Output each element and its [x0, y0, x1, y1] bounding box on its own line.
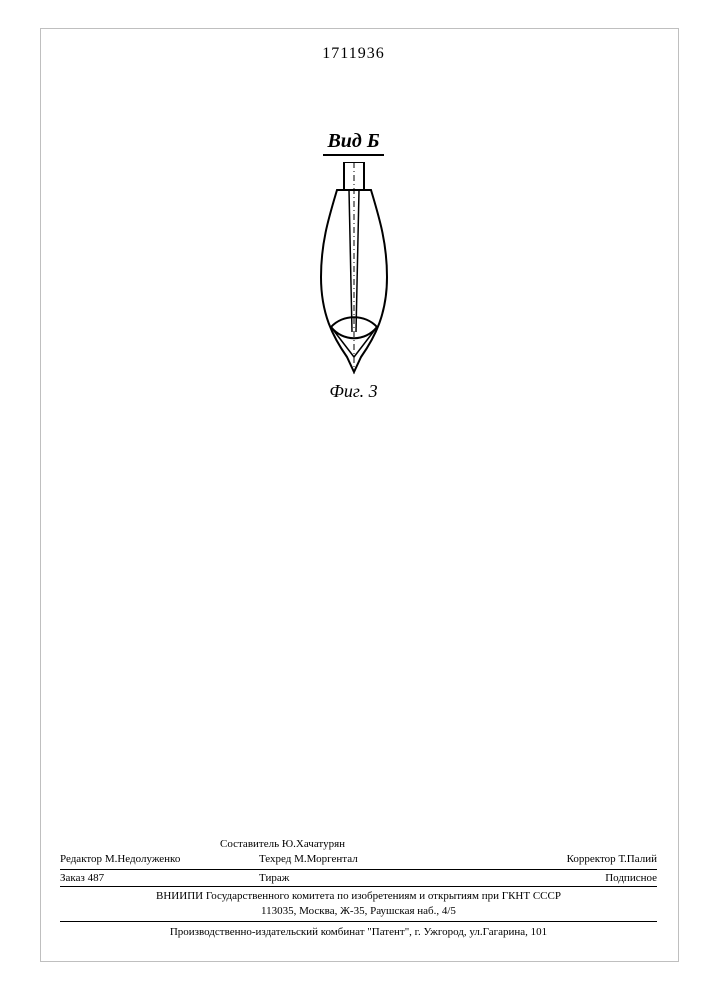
- editor-label: Редактор: [60, 853, 102, 865]
- corrector-label: Корректор: [567, 853, 616, 865]
- tirazh-label: Тираж: [259, 872, 289, 884]
- techred-label: Техред: [259, 853, 291, 865]
- editor-cell: Редактор М.Недолуженко: [60, 852, 259, 867]
- figure-caption: Фиг. 3: [0, 381, 707, 402]
- compiler-label: Составитель: [220, 838, 279, 850]
- techred-name: М.Моргентал: [294, 853, 358, 865]
- corrector-name: Т.Палий: [618, 853, 657, 865]
- patent-number: 1711936: [0, 45, 707, 63]
- inner-line-left: [349, 190, 352, 332]
- techred-cell: Техред М.Моргентал: [259, 852, 458, 867]
- subscription-cell: Подписное: [458, 871, 657, 886]
- corrector-cell: Корректор Т.Палий: [458, 852, 657, 867]
- tirazh-cell: Тираж: [259, 871, 458, 886]
- credits-block: Составитель Ю.Хачатурян Редактор М.Недол…: [60, 837, 657, 870]
- order-row: Заказ 487 Тираж Подписное: [60, 870, 657, 888]
- subscription-label: Подписное: [605, 872, 657, 884]
- org-line1: ВНИИПИ Государственного комитета по изоб…: [60, 889, 657, 904]
- figure-svg: [309, 162, 399, 377]
- org-line2: 113035, Москва, Ж-35, Раушская наб., 4/5: [60, 904, 657, 919]
- order-number: 487: [88, 872, 105, 884]
- cross-line-left: [331, 327, 354, 357]
- compiler-line: Составитель Ю.Хачатурян: [60, 837, 657, 852]
- view-label: Вид Б: [323, 130, 383, 156]
- inner-line-right: [356, 190, 359, 332]
- org-block: ВНИИПИ Государственного комитета по изоб…: [60, 887, 657, 922]
- figure-block: Вид Б Фиг. 3: [0, 130, 707, 402]
- cross-line-right: [354, 327, 377, 357]
- compiler-name: Ю.Хачатурян: [282, 838, 345, 850]
- editor-name: М.Недолуженко: [105, 853, 181, 865]
- order-cell: Заказ 487: [60, 871, 259, 886]
- printer-line: Производственно-издательский комбинат "П…: [60, 922, 657, 940]
- patent-page: 1711936 Вид Б Фиг. 3 Составитель Ю.Хачат…: [0, 0, 707, 1000]
- colophon: Составитель Ю.Хачатурян Редактор М.Недол…: [60, 837, 657, 940]
- order-label: Заказ: [60, 872, 85, 884]
